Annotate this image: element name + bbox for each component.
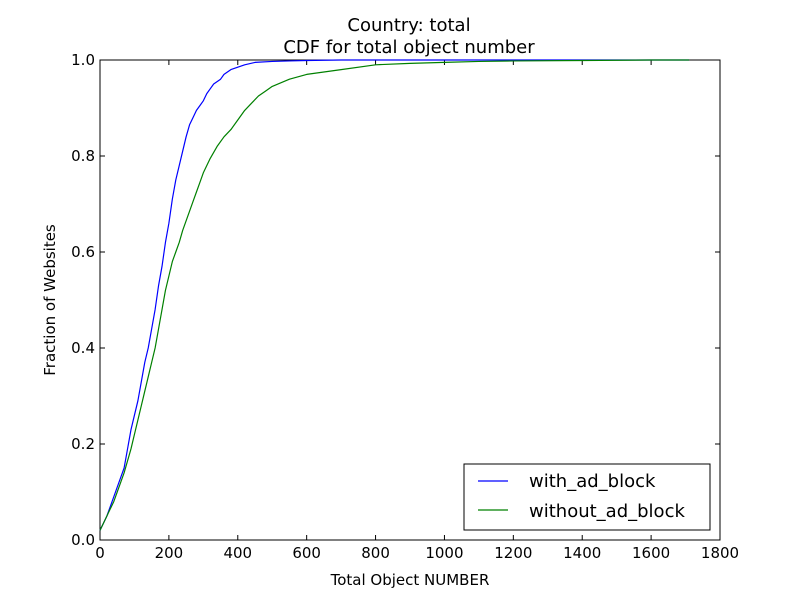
x-tick-label: 600 [292,544,321,562]
y-tick-label: 0.0 [71,531,95,549]
legend-label-with-ad-block: with_ad_block [529,471,656,492]
x-tick-label: 1800 [701,544,739,562]
series-line-without-ad-block [99,59,689,531]
x-tick-label: 1400 [563,544,601,562]
legend-box [463,463,711,531]
x-axis-label: Total Object NUMBER [330,571,490,589]
y-axis-ticks: 0.0 0.2 0.4 0.6 0.8 1.0 [71,51,720,549]
series-line-with-ad-block [99,59,689,531]
series-layer [99,59,689,531]
plot-area [99,59,721,541]
x-tick-label: 200 [155,544,184,562]
chart-subtitle: CDF for total object number [283,37,535,58]
chart-title: Country: total [347,15,470,36]
y-axis-label: Fraction of Websites [41,224,59,376]
legend-label-without-ad-block: without_ad_block [529,501,685,522]
y-tick-label: 0.6 [71,243,95,261]
x-tick-label: 1600 [632,544,670,562]
y-tick-label: 0.8 [71,147,95,165]
x-tick-label: 1200 [494,544,532,562]
x-tick-label: 400 [223,544,252,562]
legend: with_ad_block without_ad_block [463,463,711,531]
x-tick-label: 0 [95,544,105,562]
x-tick-label: 800 [361,544,390,562]
y-tick-label: 0.2 [71,435,95,453]
x-tick-label: 1000 [425,544,463,562]
y-tick-label: 1.0 [71,51,95,69]
y-tick-label: 0.4 [71,339,95,357]
